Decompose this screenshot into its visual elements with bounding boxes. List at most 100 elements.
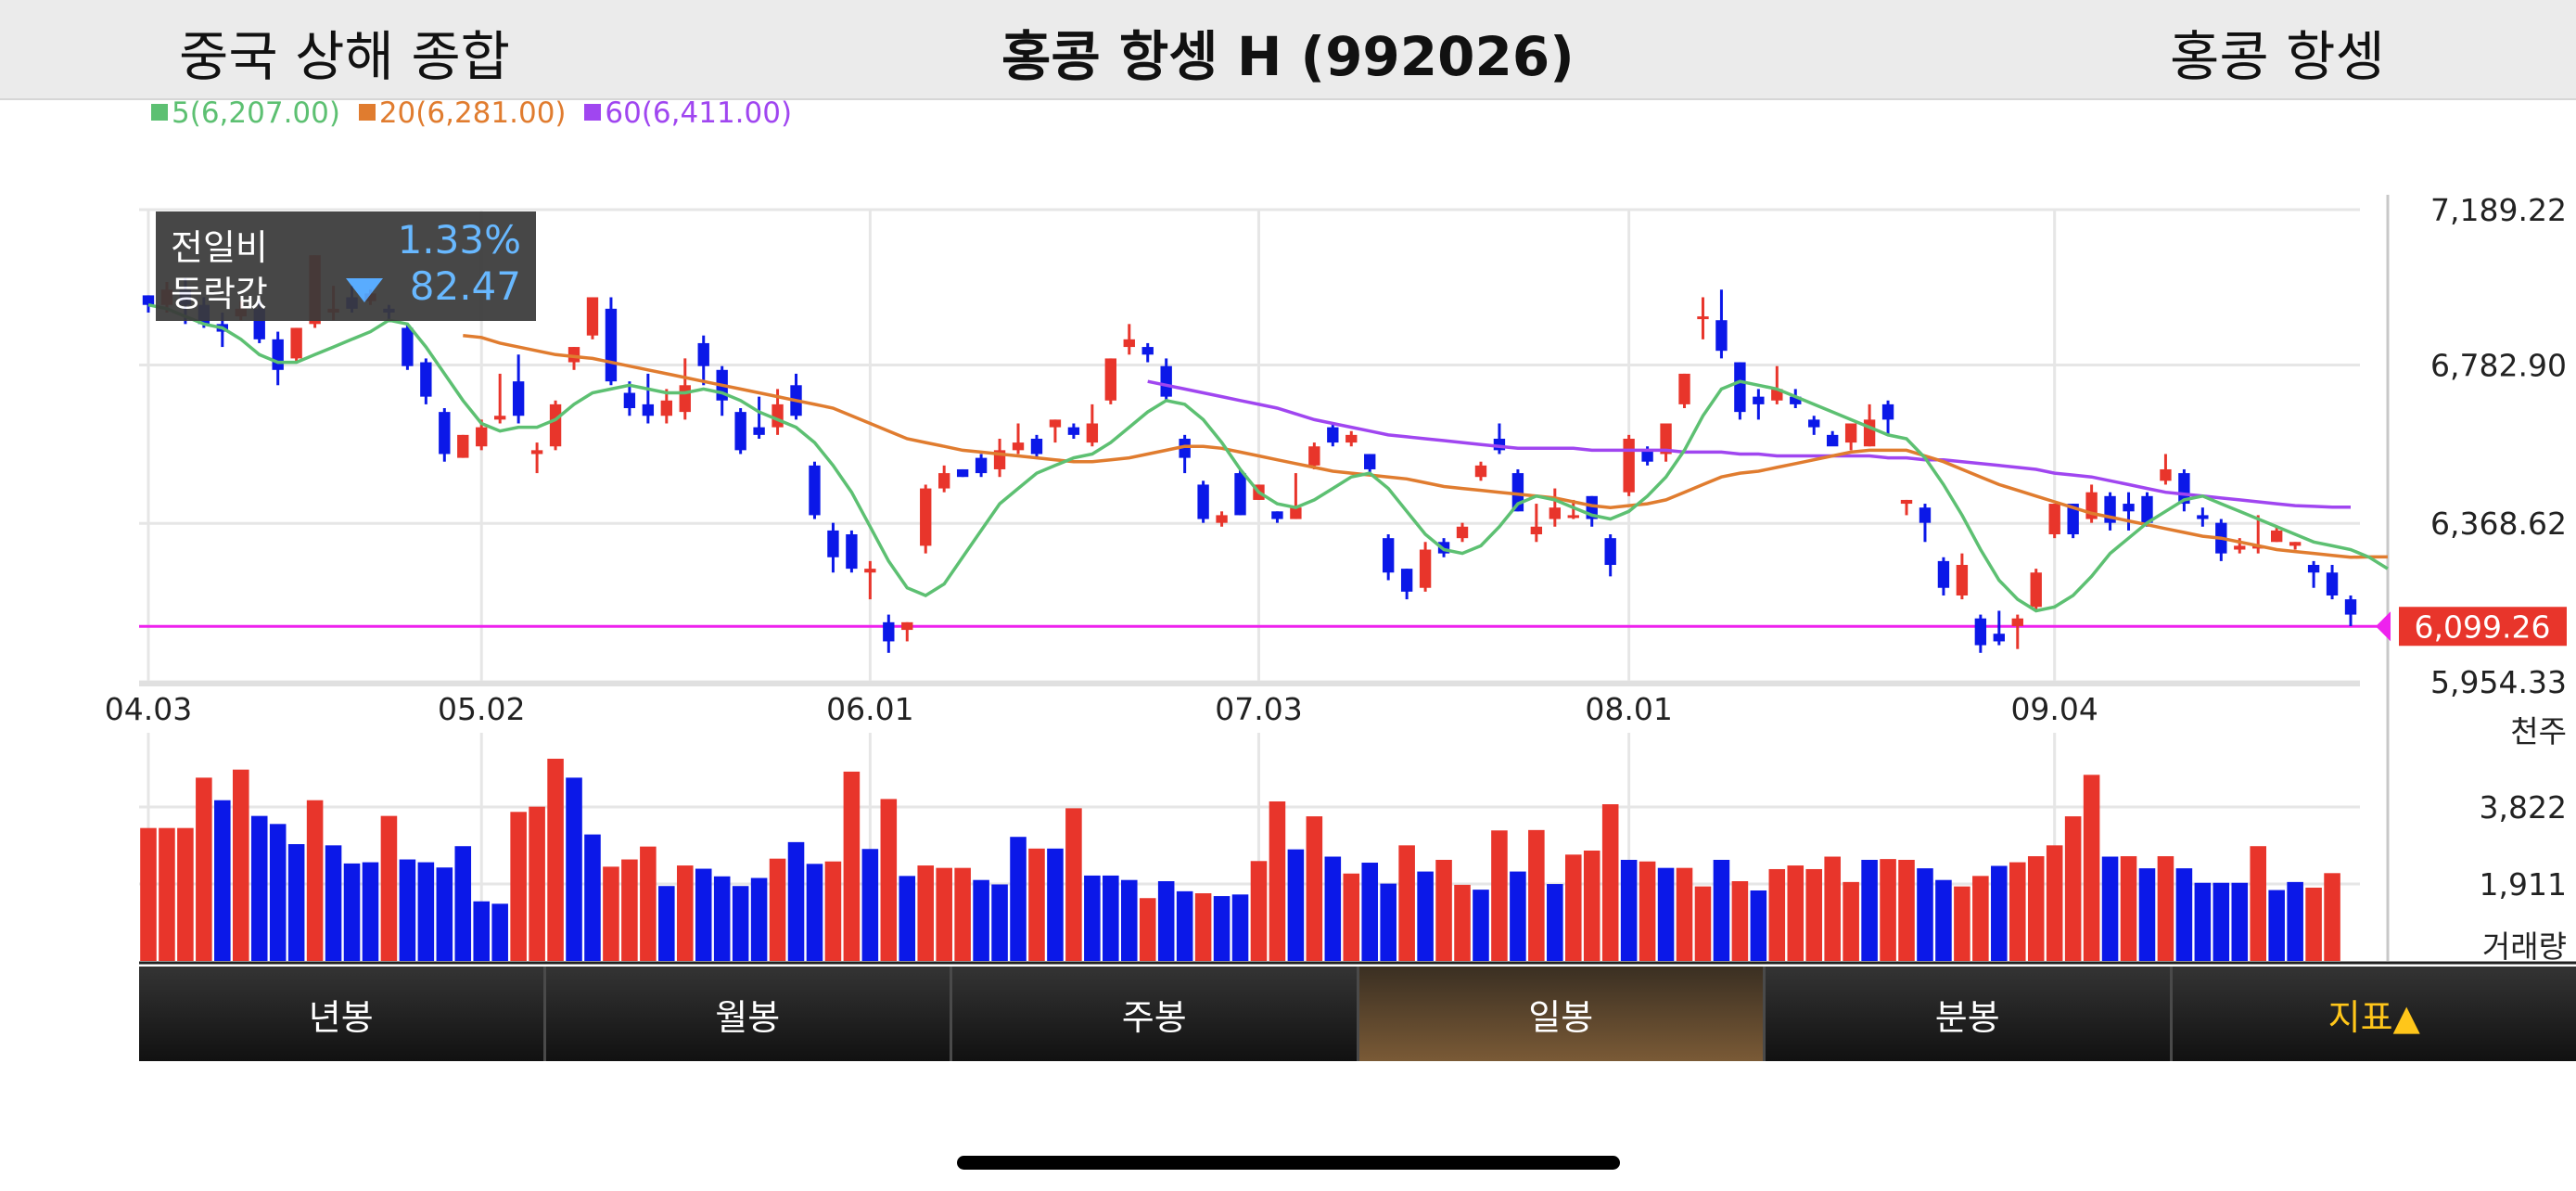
volume-bar bbox=[787, 841, 805, 961]
candle-body bbox=[1956, 565, 1969, 596]
volume-bar bbox=[140, 827, 157, 961]
period-tab-bar: 년봉 월봉 주봉 일봉 분봉 지표▲ bbox=[139, 967, 2576, 1061]
legend-item-ma5: 5(6,207.00) bbox=[151, 96, 340, 130]
volume-bar bbox=[1805, 868, 1823, 961]
volume-bar bbox=[1954, 886, 1970, 961]
candle-body bbox=[2048, 504, 2060, 535]
candle-body bbox=[2141, 495, 2153, 523]
volume-bar bbox=[1547, 884, 1563, 961]
candle-body bbox=[1419, 549, 1432, 588]
volume-bar bbox=[417, 862, 435, 961]
candle-body bbox=[1549, 507, 1561, 519]
candle-body bbox=[1234, 473, 1246, 516]
volume-bar bbox=[1287, 849, 1305, 961]
tab-monthly[interactable]: 월봉 bbox=[545, 967, 952, 1061]
volume-bar bbox=[2046, 845, 2063, 961]
volume-bar bbox=[1620, 859, 1638, 961]
volume-bar bbox=[676, 865, 694, 961]
volume-bar bbox=[380, 815, 398, 961]
candle-body bbox=[1123, 339, 1135, 348]
candle-body bbox=[956, 468, 969, 478]
volume-bar bbox=[1306, 816, 1323, 961]
volume-bar bbox=[1454, 884, 1471, 961]
volume-bar bbox=[880, 799, 898, 961]
x-tick-label: 09.04 bbox=[2010, 691, 2098, 727]
volume-bar bbox=[695, 868, 712, 961]
candle-body bbox=[2160, 468, 2172, 481]
volume-bar bbox=[806, 864, 823, 961]
candle-body bbox=[494, 416, 506, 420]
candle-body bbox=[1049, 419, 1062, 428]
candle-body bbox=[2011, 618, 2023, 626]
volume-bar bbox=[2231, 882, 2249, 961]
legend-label-ma5: 5(6,207.00) bbox=[172, 96, 340, 130]
candle-body bbox=[809, 465, 821, 516]
ma60-line bbox=[1147, 379, 2351, 509]
volume-bar bbox=[973, 879, 989, 961]
volume-bar bbox=[2175, 868, 2193, 961]
candle-body bbox=[476, 427, 488, 447]
candle-body bbox=[1383, 538, 1395, 573]
volume-bar bbox=[325, 845, 342, 961]
candle-body bbox=[846, 534, 858, 570]
volume-bar bbox=[1269, 801, 1286, 961]
volume-bar bbox=[861, 849, 879, 961]
legend-swatch-ma5 bbox=[151, 104, 168, 121]
volume-bar bbox=[2250, 846, 2267, 961]
volume-bar bbox=[1917, 868, 1933, 961]
candle-body bbox=[1678, 373, 1690, 404]
change-pct-label: 전일비 bbox=[171, 227, 268, 268]
volume-bar bbox=[1861, 859, 1878, 961]
stock-chart[interactable]: 7,189.22 6,782.90 6,368.62 5,954.33 6,099.26… bbox=[0, 0, 2576, 965]
tab-indicator[interactable]: 지표▲ bbox=[2172, 967, 2576, 1061]
volume-bar bbox=[2138, 868, 2156, 961]
volume-bar bbox=[343, 863, 361, 961]
candle-body bbox=[920, 488, 932, 546]
candle-body bbox=[1345, 434, 1358, 443]
volume-bar bbox=[991, 884, 1008, 961]
tab-weekly[interactable]: 주봉 bbox=[952, 967, 1359, 1061]
candle-body bbox=[457, 434, 469, 458]
volume-bar bbox=[1843, 881, 1859, 961]
volume-bar bbox=[1991, 865, 2008, 961]
volume-bar bbox=[1935, 879, 1952, 961]
volume-bar bbox=[584, 834, 601, 961]
tab-daily[interactable]: 일봉 bbox=[1358, 967, 1766, 1061]
candle-body bbox=[901, 621, 913, 631]
candle-body bbox=[1141, 347, 1154, 355]
tab-hang-seng[interactable]: 홍콩 항셍 bbox=[2170, 25, 2385, 88]
candle-body bbox=[1364, 454, 1376, 469]
candle-body bbox=[586, 297, 599, 336]
candle-body bbox=[2326, 572, 2339, 596]
candle-body bbox=[512, 381, 525, 416]
candle-body bbox=[642, 403, 655, 416]
volume-bar bbox=[1380, 883, 1396, 961]
volume-bar bbox=[287, 844, 305, 961]
candle-body bbox=[883, 621, 895, 642]
tab-yearly[interactable]: 년봉 bbox=[139, 967, 546, 1061]
tab-shanghai-composite[interactable]: 중국 상해 종합 bbox=[179, 25, 511, 88]
volume-bar bbox=[1047, 848, 1064, 961]
change-amt-label: 등락값 bbox=[171, 274, 268, 314]
candle-body bbox=[623, 392, 636, 409]
candle-body bbox=[1030, 438, 1043, 455]
volume-tick-label: 1,911 bbox=[2480, 866, 2567, 903]
candle-body bbox=[2234, 545, 2246, 550]
volume-bar bbox=[1139, 898, 1156, 961]
volume-bar bbox=[1528, 829, 1545, 961]
candle-body bbox=[1623, 438, 1635, 493]
volume-bar bbox=[1768, 868, 1786, 961]
volume-bar bbox=[1120, 879, 1138, 961]
volume-bar bbox=[843, 771, 861, 961]
candle-body bbox=[1308, 446, 1320, 466]
candle-body bbox=[549, 403, 562, 447]
x-tick-label: 05.02 bbox=[438, 691, 525, 727]
volume-bar bbox=[1824, 856, 1841, 961]
volume-bar bbox=[547, 758, 564, 961]
price-tick-label: 7,189.22 bbox=[2430, 192, 2567, 228]
tab-minute[interactable]: 분봉 bbox=[1766, 967, 2173, 1061]
volume-bar bbox=[491, 903, 508, 961]
candle-body bbox=[1715, 320, 1728, 352]
volume-bar bbox=[196, 777, 212, 961]
candle-body bbox=[1179, 438, 1191, 458]
